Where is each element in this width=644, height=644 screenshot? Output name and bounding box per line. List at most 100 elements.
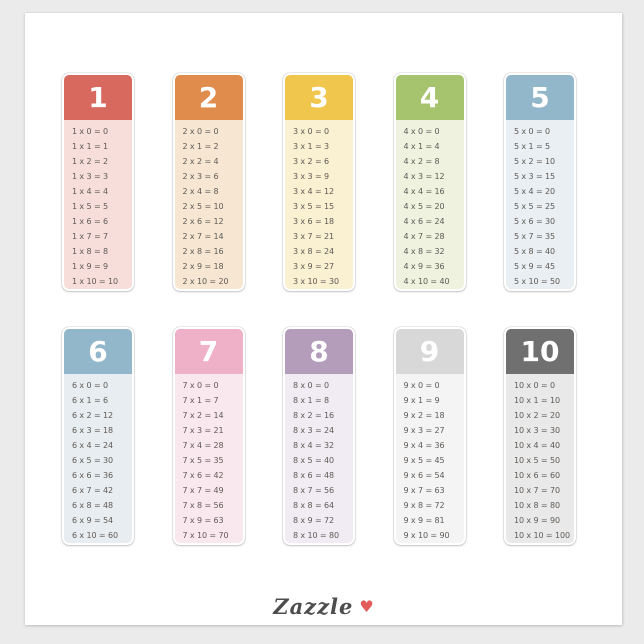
multiplication-fact: 2 x 3 = 6 <box>182 172 219 181</box>
multiplication-fact: 3 x 5 = 15 <box>293 202 334 211</box>
multiplication-fact: 3 x 0 = 0 <box>293 127 329 136</box>
multiplication-fact: 8 x 4 = 32 <box>293 441 334 450</box>
multiplication-fact: 9 x 3 = 27 <box>403 426 445 435</box>
multiplication-fact: 7 x 8 = 56 <box>182 501 224 510</box>
multiplication-fact: 4 x 1 = 4 <box>403 142 440 151</box>
card-number-header: 3 <box>285 75 353 120</box>
multiplication-fact: 1 x 6 = 6 <box>72 217 108 226</box>
multiplication-fact: 9 x 10 = 90 <box>403 531 450 540</box>
multiplication-fact: 8 x 1 = 8 <box>293 396 329 405</box>
multiplication-fact: 8 x 2 = 16 <box>293 411 334 420</box>
multiplication-fact: 6 x 8 = 48 <box>72 501 113 510</box>
card-number-header: 5 <box>506 75 574 120</box>
multiplication-fact: 10 x 7 = 70 <box>514 486 560 495</box>
multiplication-fact: 6 x 5 = 30 <box>72 456 113 465</box>
multiplication-fact: 8 x 7 = 56 <box>293 486 334 495</box>
multiplication-fact: 2 x 1 = 2 <box>182 142 219 151</box>
multiplication-fact: 7 x 0 = 0 <box>182 381 219 390</box>
multiplication-fact: 4 x 10 = 40 <box>403 277 450 286</box>
card-facts-list: 8 x 0 = 0 8 x 1 = 8 8 x 2 = 16 8 x 3 = 24 8 … <box>285 374 353 543</box>
times-table-card-10: 10 10 x 0 = 0 10 x 1 = 10 10 x 2 = 20 10 x 3… <box>504 327 576 545</box>
multiplication-fact: 2 x 7 = 14 <box>182 232 224 241</box>
multiplication-fact: 9 x 4 = 36 <box>403 441 445 450</box>
card-number-header: 8 <box>285 329 353 374</box>
card-facts-list: 4 x 0 = 0 4 x 1 = 4 4 x 2 = 8 4 x 3 = 12 4 x… <box>396 120 464 289</box>
multiplication-fact: 10 x 1 = 10 <box>514 396 560 405</box>
multiplication-fact: 5 x 8 = 40 <box>514 247 555 256</box>
multiplication-fact: 8 x 0 = 0 <box>293 381 329 390</box>
multiplication-fact: 10 x 0 = 0 <box>514 381 555 390</box>
multiplication-fact: 7 x 5 = 35 <box>182 456 224 465</box>
multiplication-fact: 9 x 6 = 54 <box>403 471 445 480</box>
multiplication-fact: 4 x 0 = 0 <box>403 127 440 136</box>
multiplication-fact: 10 x 6 = 60 <box>514 471 560 480</box>
multiplication-fact: 8 x 3 = 24 <box>293 426 334 435</box>
multiplication-fact: 5 x 7 = 35 <box>514 232 555 241</box>
multiplication-fact: 2 x 4 = 8 <box>182 187 219 196</box>
multiplication-fact: 1 x 0 = 0 <box>72 127 108 136</box>
multiplication-fact: 2 x 2 = 4 <box>182 157 219 166</box>
multiplication-fact: 5 x 2 = 10 <box>514 157 555 166</box>
multiplication-fact: 1 x 3 = 3 <box>72 172 108 181</box>
multiplication-fact: 9 x 1 = 9 <box>403 396 440 405</box>
multiplication-fact: 1 x 10 = 10 <box>72 277 118 286</box>
multiplication-fact: 10 x 8 = 80 <box>514 501 560 510</box>
multiplication-fact: 7 x 6 = 42 <box>182 471 224 480</box>
multiplication-fact: 3 x 10 = 30 <box>293 277 339 286</box>
multiplication-fact: 9 x 7 = 63 <box>403 486 445 495</box>
multiplication-fact: 2 x 8 = 16 <box>182 247 224 256</box>
multiplication-fact: 1 x 8 = 8 <box>72 247 108 256</box>
multiplication-fact: 6 x 7 = 42 <box>72 486 113 495</box>
multiplication-fact: 10 x 5 = 50 <box>514 456 560 465</box>
card-number-header: 6 <box>64 329 132 374</box>
multiplication-fact: 5 x 3 = 15 <box>514 172 555 181</box>
card-facts-list: 7 x 0 = 0 7 x 1 = 7 7 x 2 = 14 7 x 3 = 21 7 … <box>175 374 243 543</box>
card-number-header: 7 <box>174 329 243 374</box>
multiplication-fact: 3 x 8 = 24 <box>293 247 334 256</box>
card-number-header: 2 <box>174 75 243 120</box>
multiplication-fact: 3 x 7 = 21 <box>293 232 334 241</box>
zazzle-watermark: Zazzle ♥ <box>25 596 622 620</box>
multiplication-fact: 5 x 4 = 20 <box>514 187 555 196</box>
multiplication-fact: 5 x 9 = 45 <box>514 262 555 271</box>
multiplication-fact: 10 x 10 = 100 <box>514 531 570 540</box>
multiplication-fact: 3 x 4 = 12 <box>293 187 334 196</box>
multiplication-fact: 9 x 5 = 45 <box>403 456 445 465</box>
card-facts-list: 6 x 0 = 0 6 x 1 = 6 6 x 2 = 12 6 x 3 = 18 6 … <box>64 374 132 543</box>
multiplication-fact: 2 x 9 = 18 <box>182 262 224 271</box>
multiplication-fact: 5 x 1 = 5 <box>514 142 550 151</box>
multiplication-fact: 7 x 3 = 21 <box>182 426 224 435</box>
zazzle-logo-text: Zazzle <box>273 594 354 619</box>
multiplication-fact: 4 x 4 = 16 <box>403 187 445 196</box>
multiplication-fact: 4 x 2 = 8 <box>403 157 440 166</box>
multiplication-fact: 7 x 10 = 70 <box>182 531 229 540</box>
card-number-header: 1 <box>64 75 132 120</box>
multiplication-fact: 7 x 2 = 14 <box>182 411 224 420</box>
multiplication-fact: 7 x 9 = 63 <box>182 516 224 525</box>
multiplication-fact: 3 x 3 = 9 <box>293 172 329 181</box>
multiplication-fact: 1 x 5 = 5 <box>72 202 108 211</box>
multiplication-fact: 6 x 1 = 6 <box>72 396 108 405</box>
multiplication-fact: 9 x 2 = 18 <box>403 411 445 420</box>
multiplication-fact: 8 x 8 = 64 <box>293 501 334 510</box>
multiplication-fact: 9 x 9 = 81 <box>403 516 445 525</box>
multiplication-fact: 5 x 6 = 30 <box>514 217 555 226</box>
card-number-header: 10 <box>506 329 574 374</box>
multiplication-fact: 4 x 7 = 28 <box>403 232 445 241</box>
times-table-card-2: 2 2 x 0 = 0 2 x 1 = 2 2 x 2 = 4 2 x 3 = 6 2 x… <box>172 73 245 291</box>
multiplication-fact: 4 x 6 = 24 <box>403 217 445 226</box>
card-number-header: 9 <box>395 329 464 374</box>
multiplication-fact: 6 x 4 = 24 <box>72 441 113 450</box>
multiplication-fact: 6 x 10 = 60 <box>72 531 118 540</box>
multiplication-fact: 4 x 8 = 32 <box>403 247 445 256</box>
multiplication-fact: 7 x 4 = 28 <box>182 441 224 450</box>
multiplication-fact: 2 x 0 = 0 <box>182 127 219 136</box>
multiplication-fact: 5 x 5 = 25 <box>514 202 555 211</box>
card-number-header: 4 <box>395 75 464 120</box>
